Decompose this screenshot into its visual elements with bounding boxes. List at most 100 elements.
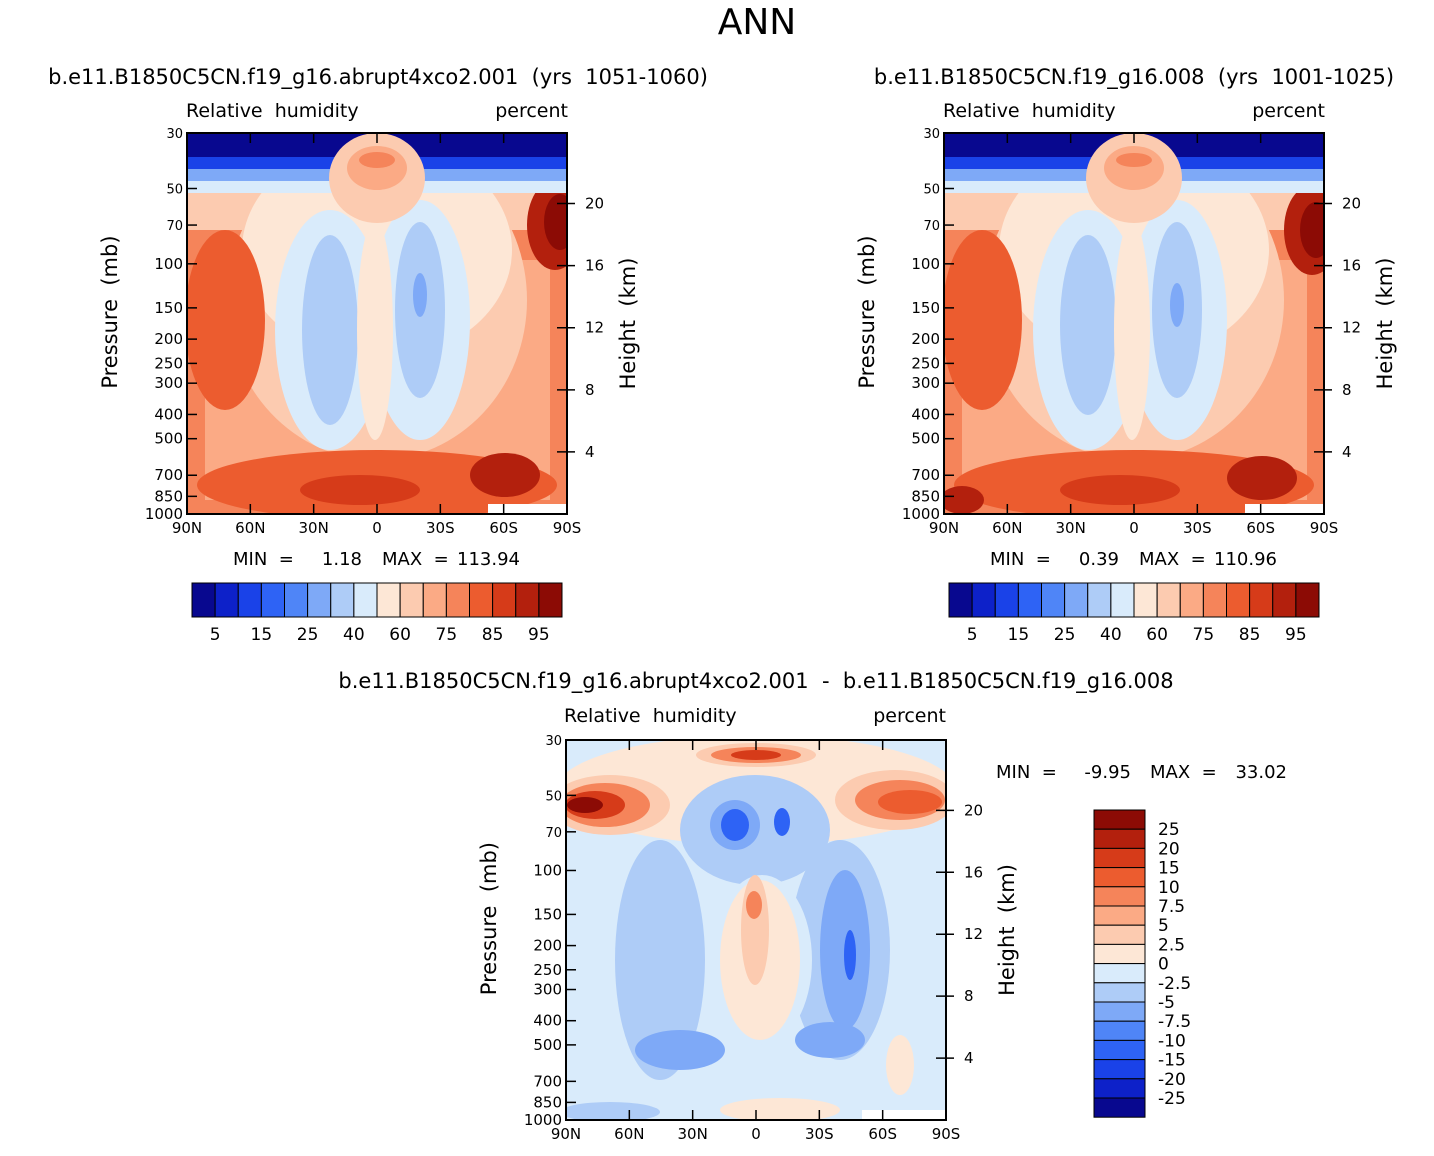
panel-1: b.e11.B1850C5CN.f19_g16.abrupt4xco2.001 … [48, 65, 708, 645]
legend-swatch [1093, 809, 1146, 830]
legend-swatch [1064, 582, 1089, 618]
y-right-tick-label: 20 [1342, 195, 1361, 213]
legend-label: 7.5 [1158, 897, 1185, 917]
y-tick-label: 150 [911, 299, 940, 317]
legend-label: -10 [1158, 1031, 1186, 1051]
panel-3-units: percent [873, 705, 946, 727]
x-tick-label: 30S [1183, 519, 1212, 537]
legend-label: 25 [1054, 625, 1076, 645]
legend-swatch [1110, 582, 1135, 618]
panel-2-max-value: 110.96 [1214, 549, 1277, 570]
panel-2-units: percent [1252, 100, 1325, 122]
panel-3-min-value: -9.95 [1084, 762, 1131, 783]
legend-swatch [948, 582, 973, 618]
y-tick-label: 250 [911, 354, 940, 372]
y-tick-label: 1000 [145, 505, 183, 523]
y-right-axis-title: Height (km) [995, 864, 1019, 996]
legend-swatch [1156, 582, 1181, 618]
field-mid-dry-south-core [844, 930, 856, 980]
x-tick-label: 90N [551, 1125, 581, 1143]
legend-label: 85 [482, 625, 504, 645]
y-right-tick-label: 16 [1342, 257, 1361, 275]
legend-label: 60 [389, 625, 411, 645]
field-equator-ridge [357, 220, 393, 440]
x-tick-label: 60N [614, 1125, 644, 1143]
field-dry-tongue-north-core [302, 235, 358, 425]
x-tick-label: 60S [1246, 519, 1275, 537]
field-dry-min-south [413, 273, 427, 317]
legend-label: 15 [1158, 859, 1180, 879]
legend-swatch [1093, 943, 1146, 965]
field-low-dry-south [795, 1022, 865, 1058]
y-tick-label: 50 [923, 183, 940, 198]
field-north-moist [944, 230, 1022, 410]
y-right-tick-label: 16 [585, 257, 604, 275]
y-tick-label: 200 [154, 330, 183, 348]
panel-2-variable: Relative humidity [943, 100, 1116, 122]
y-tick-label: 150 [154, 299, 183, 317]
field-north-bl [944, 486, 984, 514]
x-tick-label: 60N [992, 519, 1022, 537]
panel-1-field [187, 133, 567, 514]
legend-swatch [191, 582, 216, 618]
x-tick-label: 60N [235, 519, 265, 537]
panel-2-max-label: MAX = [1139, 549, 1206, 570]
y-tick-label: 300 [911, 374, 940, 392]
field-tropopause-ring-core [731, 750, 781, 760]
y-right-tick-label: 20 [585, 195, 604, 213]
legend-swatch [1133, 582, 1158, 618]
y-right-axis-title: Height (km) [1373, 258, 1397, 390]
field-south-pole-max [1300, 202, 1324, 258]
x-tick-label: 30S [426, 519, 455, 537]
legend-label: -25 [1158, 1089, 1186, 1109]
legend-swatch [1179, 582, 1204, 618]
legend-swatch [971, 582, 996, 618]
y-axis-title: Pressure (mb) [855, 235, 879, 388]
legend-label: 2.5 [1158, 935, 1185, 955]
y-tick-label: 850 [154, 487, 183, 505]
y-right-tick-label: 4 [1342, 443, 1352, 461]
y-right-tick-label: 8 [964, 987, 974, 1005]
legend-swatch [1093, 1001, 1146, 1022]
legend-label: 10 [1158, 878, 1180, 898]
legend-label: 25 [1158, 820, 1180, 840]
field-boundary-layer-core [1060, 475, 1180, 505]
legend-swatch [445, 582, 470, 618]
panel-1-min-label: MIN = [233, 549, 294, 570]
y-tick-label: 50 [545, 789, 562, 804]
y-tick-label: 700 [533, 1072, 562, 1090]
y-tick-label: 200 [533, 937, 562, 955]
y-tick-label: 500 [911, 430, 940, 448]
field-south-surface-warm [886, 1035, 914, 1095]
panel-1-variable: Relative humidity [186, 100, 359, 122]
field-tropical-tropopause-max [359, 152, 395, 168]
legend-swatch [469, 582, 494, 618]
field-surface-dry [566, 1102, 660, 1120]
legend-swatch [994, 582, 1019, 618]
legend-swatch [353, 582, 378, 618]
legend-swatch [422, 582, 447, 618]
x-tick-label: 30N [1056, 519, 1086, 537]
legend-label: 20 [1158, 839, 1180, 859]
legend-label: 0 [1158, 955, 1169, 975]
panel-2-legend: 5 15 25 40 60 75 85 95 [948, 582, 1320, 645]
legend-swatch [1093, 963, 1146, 984]
y-tick-label: 50 [166, 183, 183, 198]
x-tick-label: 90S [932, 1125, 961, 1143]
legend-swatch [284, 582, 309, 618]
legend-label: 75 [1193, 625, 1215, 645]
field-equator-ridge [1114, 220, 1150, 440]
legend-swatch [1093, 1078, 1146, 1099]
panel-1-min-value: 1.18 [322, 549, 362, 570]
y-tick-label: 100 [533, 861, 562, 879]
legend-swatch [307, 582, 332, 618]
panel-1-units: percent [495, 100, 568, 122]
field-mid-dry-north [615, 840, 705, 1080]
x-tick-label: 90N [172, 519, 202, 537]
y-right-tick-label: 8 [585, 381, 595, 399]
legend-swatch [1041, 582, 1066, 618]
legend-label: 15 [251, 625, 273, 645]
legend-swatch [214, 582, 239, 618]
